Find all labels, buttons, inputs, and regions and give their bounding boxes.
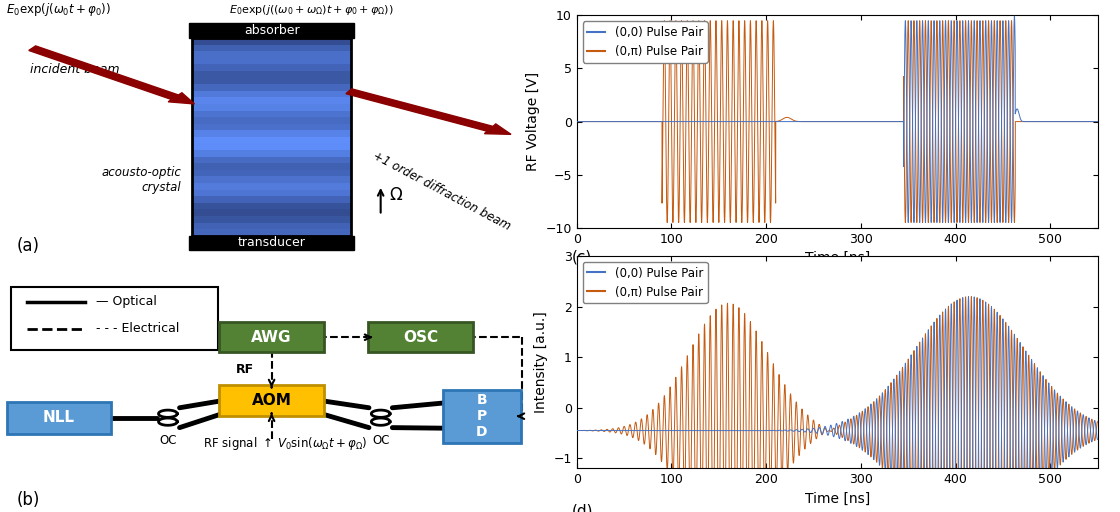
Text: RF: RF: [236, 363, 254, 376]
Bar: [192, 228, 352, 236]
Text: $\Omega$: $\Omega$: [389, 186, 403, 204]
Bar: [192, 208, 352, 216]
FancyBboxPatch shape: [220, 322, 324, 352]
Text: OSC: OSC: [403, 330, 438, 345]
Bar: [192, 83, 352, 91]
Bar: [192, 221, 352, 229]
Y-axis label: Intensity [a.u.]: Intensity [a.u.]: [534, 311, 548, 413]
Bar: [192, 44, 352, 51]
Bar: [192, 37, 352, 45]
Text: — Optical: — Optical: [96, 295, 157, 308]
Legend: (0,0) Pulse Pair, (0,π) Pulse Pair: (0,0) Pulse Pair, (0,π) Pulse Pair: [582, 262, 708, 303]
Text: AWG: AWG: [251, 330, 292, 345]
FancyBboxPatch shape: [442, 390, 521, 443]
Bar: [192, 202, 352, 209]
Bar: [192, 162, 352, 170]
Text: incident beam: incident beam: [30, 63, 120, 76]
Bar: [192, 195, 352, 203]
Bar: [192, 182, 352, 189]
Bar: [192, 38, 352, 236]
Bar: [192, 109, 352, 117]
Text: B
P
D: B P D: [476, 393, 487, 439]
Bar: [11, 287, 218, 350]
Bar: [192, 63, 352, 71]
Bar: [192, 155, 352, 163]
Text: AOM: AOM: [252, 393, 291, 408]
Legend: (0,0) Pulse Pair, (0,π) Pulse Pair: (0,0) Pulse Pair, (0,π) Pulse Pair: [582, 22, 708, 62]
Bar: [192, 142, 352, 150]
FancyBboxPatch shape: [7, 402, 111, 434]
Y-axis label: RF Voltage [V]: RF Voltage [V]: [526, 72, 540, 171]
Text: $E_0\exp(j((\omega_0+\omega_\Omega)t+\varphi_0+\varphi_\Omega))$: $E_0\exp(j((\omega_0+\omega_\Omega)t+\va…: [230, 3, 394, 17]
Bar: [192, 122, 352, 130]
Bar: [192, 188, 352, 196]
Text: RF signal $\uparrow$: RF signal $\uparrow$: [203, 435, 272, 452]
Bar: [192, 136, 352, 143]
Bar: [192, 149, 352, 157]
Text: - - - Electrical: - - - Electrical: [96, 323, 179, 335]
Bar: [192, 215, 352, 223]
X-axis label: Time [ns]: Time [ns]: [804, 492, 870, 506]
Polygon shape: [29, 46, 195, 104]
Bar: [192, 129, 352, 137]
Bar: [192, 90, 352, 97]
Text: +1 order diffraction beam: +1 order diffraction beam: [371, 150, 513, 233]
Text: OC: OC: [159, 434, 177, 447]
Bar: [192, 175, 352, 183]
Text: NLL: NLL: [43, 410, 75, 425]
Bar: [192, 168, 352, 177]
Bar: [192, 76, 352, 84]
FancyBboxPatch shape: [368, 322, 473, 352]
Text: OC: OC: [372, 434, 390, 447]
Bar: [189, 236, 354, 250]
Text: (a): (a): [16, 237, 39, 255]
Bar: [189, 23, 354, 38]
Bar: [192, 96, 352, 104]
Text: (d): (d): [571, 503, 594, 512]
Bar: [192, 56, 352, 65]
FancyBboxPatch shape: [220, 385, 324, 416]
X-axis label: Time [ns]: Time [ns]: [804, 251, 870, 265]
Text: (c): (c): [571, 250, 591, 265]
Bar: [192, 50, 352, 58]
Text: $E_0\exp(j(\omega_0 t+\varphi_0))$: $E_0\exp(j(\omega_0 t+\varphi_0))$: [6, 1, 111, 18]
Text: (b): (b): [16, 490, 39, 508]
Bar: [192, 70, 352, 78]
Text: $V_0\sin(\omega_\Omega t+\varphi_\Omega)$: $V_0\sin(\omega_\Omega t+\varphi_\Omega)…: [277, 435, 367, 452]
Text: absorber: absorber: [244, 24, 299, 37]
Bar: [192, 103, 352, 111]
Bar: [192, 116, 352, 124]
Text: transducer: transducer: [237, 236, 306, 249]
Polygon shape: [346, 89, 511, 134]
Text: acousto-optic
crystal: acousto-optic crystal: [101, 166, 181, 195]
